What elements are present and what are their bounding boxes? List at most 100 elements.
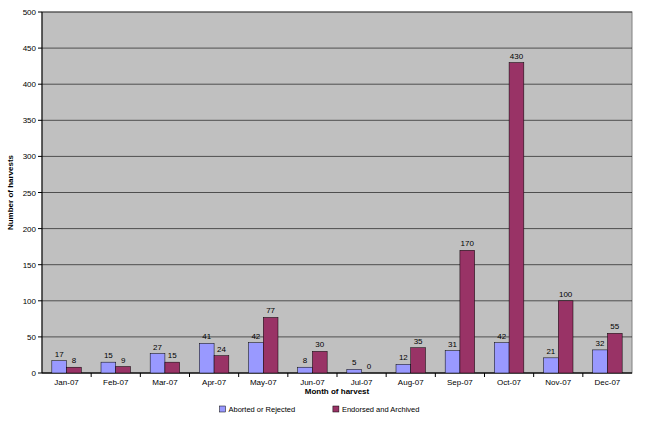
data-label: 30 (315, 340, 324, 349)
x-tick (582, 373, 583, 377)
bar (607, 333, 622, 373)
legend-swatch (220, 406, 226, 412)
x-tick (337, 373, 338, 377)
chart-container: 0501001502002503003504004505001781592715… (0, 0, 645, 423)
bar (396, 364, 411, 373)
data-label: 15 (168, 351, 177, 360)
data-label: 17 (55, 350, 64, 359)
y-tick (38, 336, 42, 337)
legend-swatch (333, 406, 339, 412)
x-tick-label: Jan-07 (54, 378, 79, 387)
y-axis (42, 12, 43, 373)
data-label: 32 (596, 339, 605, 348)
data-label: 27 (153, 343, 162, 352)
bar (199, 343, 214, 373)
x-tick (435, 373, 436, 377)
x-tick (140, 373, 141, 377)
data-label: 35 (414, 337, 423, 346)
bar (116, 367, 131, 373)
y-tick-label: 0 (32, 369, 37, 378)
x-tick (238, 373, 239, 377)
x-tick (386, 373, 387, 377)
plot-background (42, 12, 632, 373)
y-tick-label: 200 (23, 225, 37, 234)
data-label: 8 (303, 356, 308, 365)
bar (460, 250, 475, 373)
x-tick-label: Aug-07 (398, 378, 424, 387)
grid-line (42, 156, 632, 157)
y-tick (38, 228, 42, 229)
x-axis-title: Month of harvest (305, 387, 370, 396)
x-tick-label: Oct-07 (497, 378, 522, 387)
grid-line (42, 192, 632, 193)
data-label: 42 (497, 332, 506, 341)
grid-line (42, 228, 632, 229)
data-label: 5 (352, 358, 357, 367)
x-tick (189, 373, 190, 377)
bar (411, 348, 426, 373)
x-tick (287, 373, 288, 377)
x-tick (91, 373, 92, 377)
y-tick (38, 192, 42, 193)
data-labels: 1781592715412442778305012353117042430211… (55, 52, 620, 371)
grid-line (42, 300, 632, 301)
grid-line (42, 264, 632, 265)
data-label: 15 (104, 351, 113, 360)
data-label: 41 (202, 332, 211, 341)
y-tick-label: 350 (23, 116, 37, 125)
legend-label: Endorsed and Archived (342, 405, 420, 414)
y-tick (38, 300, 42, 301)
bar (298, 367, 313, 373)
x-tick-label: Jun-07 (300, 378, 325, 387)
data-label: 24 (217, 345, 226, 354)
bar (445, 351, 460, 373)
y-tick (38, 120, 42, 121)
data-label: 430 (510, 52, 524, 61)
x-tick-label: Nov-07 (545, 378, 571, 387)
y-tick-label: 250 (23, 189, 37, 198)
data-label: 170 (461, 239, 475, 248)
legend-label: Aborted or Rejected (229, 405, 296, 414)
y-tick (38, 84, 42, 85)
x-tick-label: Apr-07 (202, 378, 227, 387)
grid-line (42, 120, 632, 121)
bar (165, 362, 180, 373)
grid-line (42, 48, 632, 49)
data-label: 100 (559, 290, 573, 299)
grid-line (42, 84, 632, 85)
y-tick-label: 450 (23, 44, 37, 53)
bar (263, 317, 278, 373)
data-label: 12 (399, 353, 408, 362)
bar (347, 369, 362, 373)
bar (362, 373, 377, 374)
bar (593, 350, 608, 373)
bars (52, 63, 622, 373)
y-tick (38, 373, 42, 374)
bar (52, 361, 67, 373)
bar (544, 358, 559, 373)
x-tick-label: Dec-07 (595, 378, 621, 387)
x-tick-label: Feb-07 (103, 378, 129, 387)
bar (214, 356, 229, 373)
bar (509, 63, 524, 373)
y-tick (38, 12, 42, 13)
grid-line (42, 12, 632, 13)
data-label: 55 (610, 322, 619, 331)
y-tick-label: 100 (23, 297, 37, 306)
page: {"chart_data": {"type": "bar", "x_label"… (0, 0, 645, 423)
chart-svg: 0501001502002503003504004505001781592715… (0, 0, 645, 423)
y-axis-title: Number of harvests (6, 154, 15, 230)
x-tick-label: Jul-07 (351, 378, 373, 387)
x-tick-label: May-07 (250, 378, 277, 387)
x-tick (533, 373, 534, 377)
y-tick-label: 400 (23, 80, 37, 89)
data-label: 42 (251, 332, 260, 341)
y-tick-label: 500 (23, 8, 37, 17)
data-label: 8 (72, 356, 77, 365)
y-tick (38, 264, 42, 265)
x-tick-label: Sep-07 (447, 378, 473, 387)
x-tick-label: Mar-07 (152, 378, 178, 387)
data-label: 21 (546, 347, 555, 356)
bar (101, 362, 116, 373)
y-tick (38, 156, 42, 157)
